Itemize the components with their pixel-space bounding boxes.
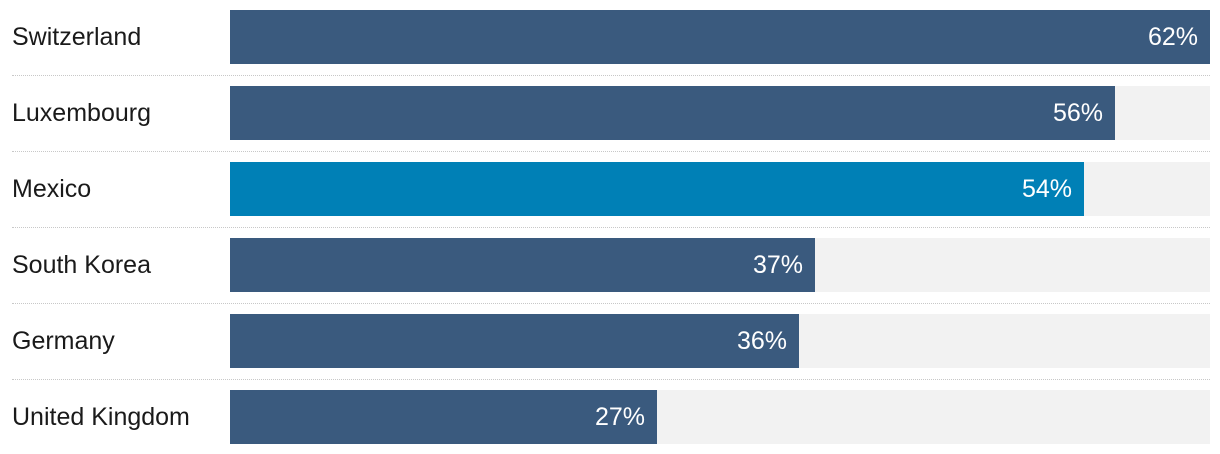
bar-track: 36%: [230, 314, 1210, 368]
bar-track: 27%: [230, 390, 1210, 444]
category-label: South Korea: [12, 251, 151, 279]
bar-row: Germany 36%: [0, 314, 1210, 368]
bar: 37%: [230, 238, 815, 292]
data-label: 56%: [1052, 99, 1103, 127]
bar: 27%: [230, 390, 657, 444]
category-label: Luxembourg: [12, 99, 151, 127]
data-label: 37%: [752, 251, 803, 279]
bar: 56%: [230, 86, 1115, 140]
category-label: Germany: [12, 327, 115, 355]
row-divider: [12, 75, 1210, 76]
bar-track: 54%: [230, 162, 1210, 216]
bar-row: Luxembourg 56%: [0, 86, 1210, 140]
data-label: 62%: [1147, 23, 1198, 51]
row-divider: [12, 151, 1210, 152]
bar-track: 62%: [230, 10, 1210, 64]
category-label: Switzerland: [12, 23, 142, 51]
bar-row: Switzerland 62%: [0, 10, 1210, 64]
bar: 36%: [230, 314, 799, 368]
data-label: 36%: [736, 327, 787, 355]
bar-track: 56%: [230, 86, 1210, 140]
bar-row: United Kingdom 27%: [0, 390, 1210, 444]
category-label: United Kingdom: [12, 403, 190, 431]
category-label: Mexico: [12, 175, 92, 203]
bar-track: 37%: [230, 238, 1210, 292]
row-divider: [12, 379, 1210, 380]
row-divider: [12, 303, 1210, 304]
data-label: 54%: [1021, 175, 1072, 203]
bar: 62%: [230, 10, 1210, 64]
bar-row: Mexico 54%: [0, 162, 1210, 216]
row-divider: [12, 227, 1210, 228]
data-label: 27%: [594, 403, 645, 431]
bar: 54%: [230, 162, 1084, 216]
bar-row: South Korea 37%: [0, 238, 1210, 292]
